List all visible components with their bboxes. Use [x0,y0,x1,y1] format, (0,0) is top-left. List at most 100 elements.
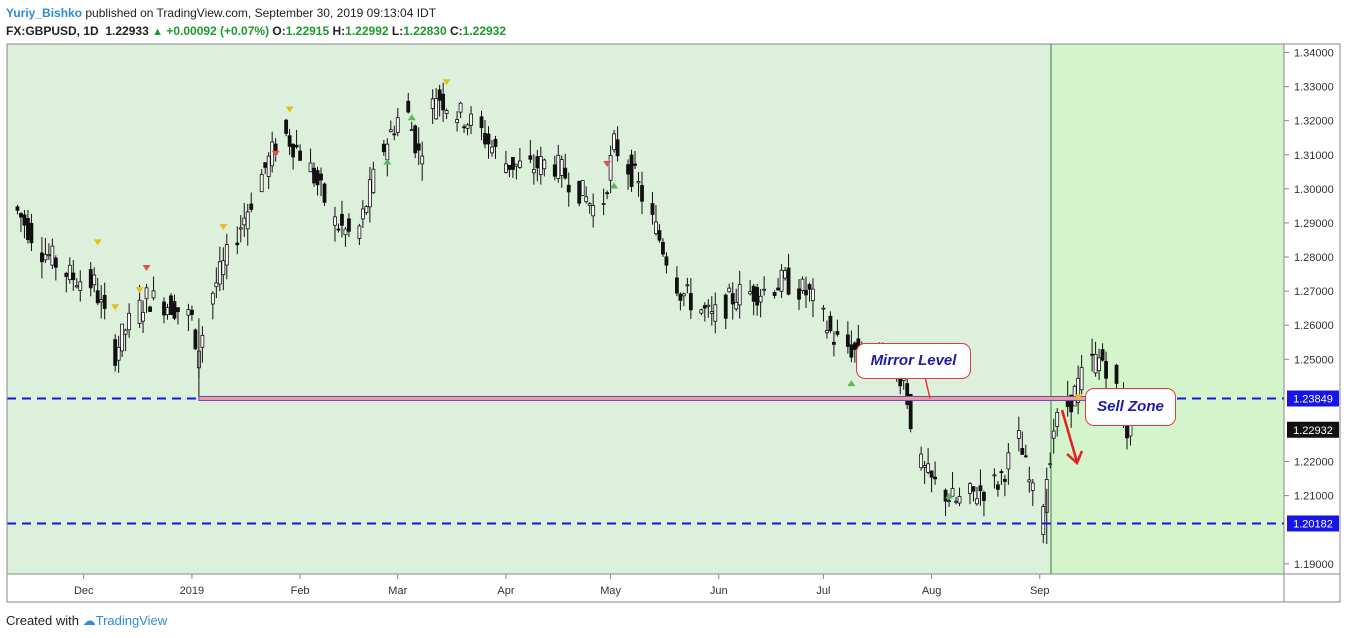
candle-body [67,264,72,281]
candle [957,487,962,507]
price-axis[interactable] [1283,43,1341,575]
candle-body [388,129,393,132]
level-price-badge [1287,390,1339,407]
candle [26,209,30,244]
candle [78,270,83,302]
candle [242,203,247,238]
price-chart[interactable]: 1.34000 1.33000 1.32000 1.31000 1.30000 1.290… [0,0,1348,610]
high-label: H: [332,24,346,38]
candle [730,282,735,320]
candle [1020,431,1025,455]
signal-marker [1074,394,1083,401]
candle-body [102,294,107,309]
candle-body [559,159,564,176]
candle-body [905,383,910,405]
candle [224,233,229,280]
open-label: O: [272,24,286,38]
candle-body [811,288,815,302]
candle [95,278,100,306]
candle-body [779,269,784,292]
candle-body [849,344,854,358]
candle-body [444,110,449,114]
candle [144,283,149,313]
candle [748,280,753,296]
candle [483,120,487,149]
candle [221,247,226,291]
candle [455,111,459,132]
y-tick-label: 1.33000 [1294,82,1334,94]
candle-body [29,222,34,244]
candle-body [605,192,610,195]
candle [531,154,536,185]
plot-background [7,44,1051,574]
y-tick-label: 1.28000 [1294,252,1334,264]
candle-body [612,133,616,151]
candle [776,277,780,291]
candle [148,305,152,312]
candle [929,470,934,493]
candle-body [845,334,850,347]
candle-body [535,156,540,169]
y-tick-label: 1.31000 [1294,150,1334,162]
candle-body [1048,463,1053,466]
candle-body [437,89,442,101]
candle-body [664,256,669,266]
candle-body [514,163,519,167]
candle [552,156,557,181]
candle [319,167,323,197]
candle [905,377,910,409]
candle-body [78,281,83,291]
candle-body [929,470,934,478]
author-name[interactable]: Yuriy_Bishko [6,6,83,20]
candle [1055,408,1060,437]
candle [67,257,72,284]
candle-body [706,304,711,307]
candle [1097,348,1101,380]
candle [416,127,421,166]
candle [249,192,254,213]
candle-body [584,196,589,203]
candle-body [367,179,372,208]
last-price-label: 1.22932 [1293,425,1333,437]
candle [343,226,348,247]
time-axis[interactable] [6,573,1285,603]
symbol-label[interactable]: FX:GBPUSD, 1D [6,24,99,38]
candle [127,303,132,338]
candle-body [1041,506,1046,535]
candle [727,283,732,293]
candle-body [751,285,756,302]
candle-body [995,484,1000,490]
candle [678,292,683,311]
candle-body [629,154,634,187]
candle-body [762,288,767,291]
high-value: 1.22992 [345,24,389,38]
candle [245,203,250,246]
candle-body [249,203,254,210]
signal-marker [135,287,144,294]
x-tick-label: 2019 [180,585,204,597]
sell-zone-callout: Sell Zone [1085,388,1176,426]
tradingview-link[interactable]: TradingView [95,613,168,628]
x-tick-label: Sep [1030,585,1050,597]
candle [102,282,107,320]
low-label: L: [391,24,404,38]
candle [458,101,463,119]
candle-body [141,312,145,322]
candle [322,182,327,206]
candle [388,120,393,133]
candle-body [120,323,125,352]
candle-body [441,93,446,111]
close-value: 1.22932 [462,24,507,38]
candle [217,246,222,292]
candle [825,320,829,339]
candle [214,267,219,299]
candle [580,180,585,196]
candle-body [416,143,421,151]
candle [1114,364,1119,392]
candle-body [685,284,690,287]
candle [566,172,571,207]
candle-body [919,453,924,469]
candle-body [601,203,606,205]
candle-body [954,500,958,503]
y-tick-label: 1.22000 [1294,457,1334,469]
